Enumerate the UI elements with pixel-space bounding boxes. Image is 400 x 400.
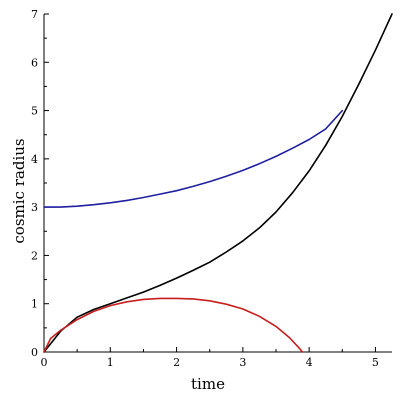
x-tick-label: 2 [173,356,180,369]
y-tick-label: 7 [31,8,38,21]
series-layer [43,13,393,353]
x-tick-label: 5 [372,356,379,369]
series-line-1 [43,13,393,353]
y-tick-label: 5 [31,105,38,118]
x-tick-label: 3 [239,356,246,369]
y-axis-title: cosmic radius [10,138,28,243]
y-tick-label: 2 [31,249,38,262]
y-tick-label: 1 [31,298,38,311]
x-tick-label: 0 [41,356,48,369]
y-tick-label: 0 [31,346,38,359]
x-tick-label: 4 [306,356,313,369]
x-tick-label: 1 [107,356,114,369]
y-tick-label: 4 [31,153,38,166]
series-line-3 [43,297,304,353]
y-tick-label: 6 [31,56,38,69]
series-line-2 [43,109,344,208]
x-axis-title: time [191,375,225,393]
y-tick-label: 3 [31,201,38,214]
